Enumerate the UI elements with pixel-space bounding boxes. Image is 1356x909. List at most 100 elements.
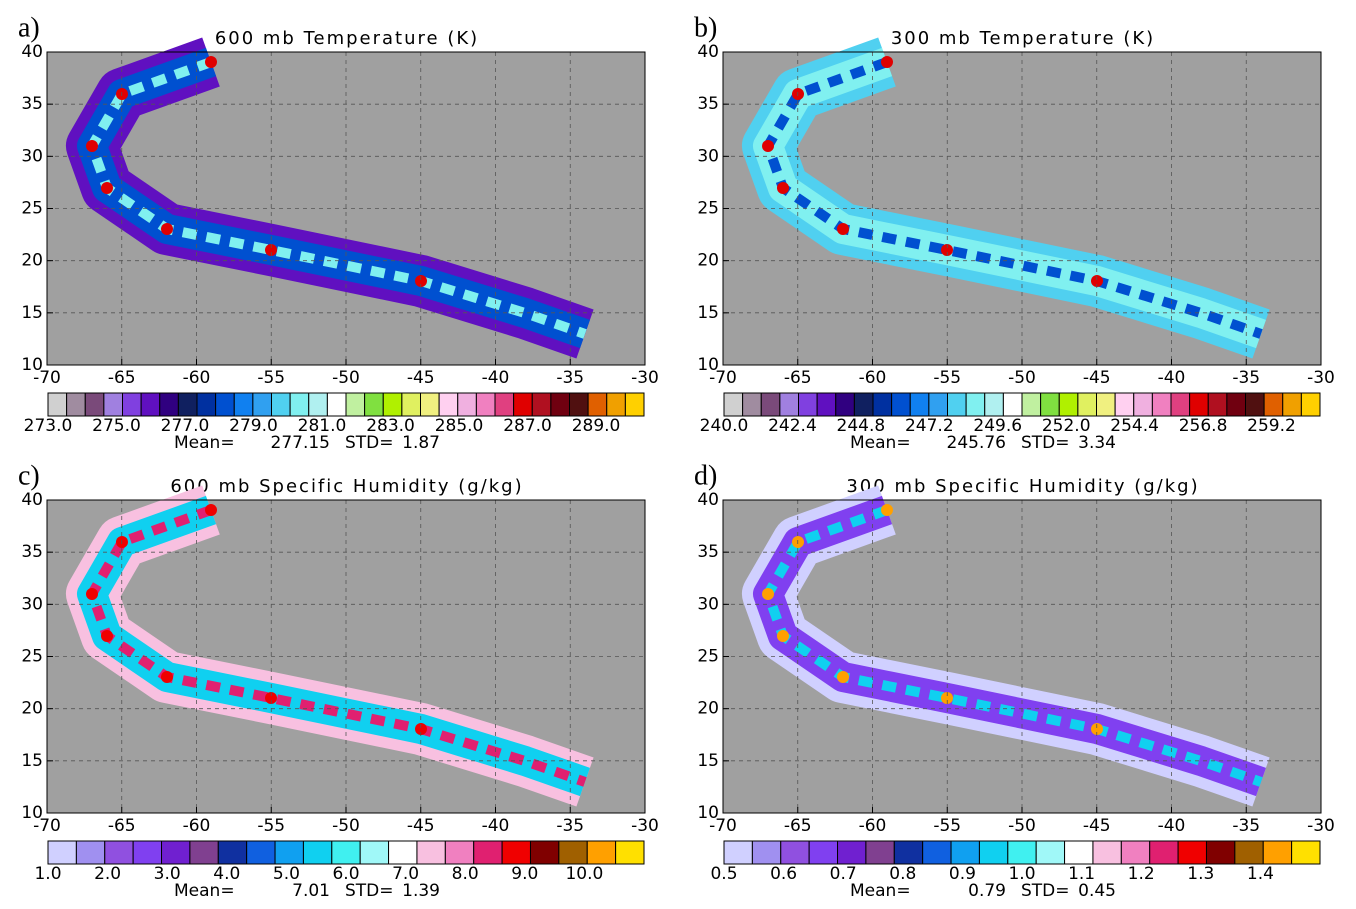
colorbar-label: 254.4 [1110, 416, 1159, 436]
x-tick-label: -50 [1008, 816, 1036, 836]
y-tick-label: 15 [697, 303, 719, 323]
colorbar-box [872, 392, 893, 417]
colorbar-box [723, 840, 753, 865]
y-tick-label: 40 [21, 490, 43, 510]
x-tick-label: -55 [257, 816, 285, 836]
storm-eye [265, 692, 277, 704]
colorbar-box [742, 392, 762, 417]
colorbar-box [289, 392, 310, 417]
colorbar-box [1189, 392, 1209, 417]
colorbar-box [1234, 840, 1264, 865]
colorbar-label: 1.0 [34, 864, 61, 884]
colorbar-label: 289.0 [572, 416, 621, 436]
colorbar-box [1207, 392, 1228, 417]
y-tick-label: 25 [697, 647, 719, 667]
std-value: 3.34 [1078, 433, 1116, 453]
y-tick-label: 20 [697, 699, 719, 719]
colorbar-box [359, 840, 390, 865]
colorbar-box [308, 392, 328, 417]
colorbar-label: 10.0 [565, 864, 603, 884]
colorbar-box [529, 840, 560, 865]
colorbar-box [853, 392, 874, 417]
colorbar-box [401, 392, 421, 417]
colorbar-box [587, 392, 608, 417]
colorbar-box [984, 392, 1004, 417]
colorbar-box [865, 840, 895, 865]
colorbar-box [1263, 392, 1284, 417]
colorbar-box [1058, 392, 1079, 417]
x-tick-label: -35 [1232, 368, 1260, 388]
mean-label: Mean= [850, 881, 911, 901]
colorbar-box [416, 840, 446, 865]
colorbar-box [760, 392, 781, 417]
x-tick-label: -65 [108, 816, 136, 836]
colorbar-box [140, 392, 161, 417]
y-tick-label: 30 [697, 146, 719, 166]
colorbar-box [104, 840, 134, 865]
colorbar-label: 6.0 [332, 864, 359, 884]
y-tick-label: 10 [697, 803, 719, 823]
colorbar-box [837, 840, 867, 865]
colorbar-label: 0.6 [770, 864, 797, 884]
colorbar-label: 283.0 [366, 416, 415, 436]
storm-eye [1091, 723, 1103, 735]
colorbar-box [808, 840, 839, 865]
colorbar-box [965, 392, 986, 417]
storm-eye [265, 244, 277, 256]
colorbar-box [444, 840, 475, 865]
colorbar-label: 279.0 [229, 416, 278, 436]
colorbar-label: 275.0 [92, 416, 141, 436]
colorbar-box [189, 840, 219, 865]
x-tick-label: -65 [784, 816, 812, 836]
x-tick-label: -70 [33, 816, 61, 836]
colorbar-box [624, 392, 645, 417]
storm-eye [161, 223, 173, 235]
x-tick-label: -50 [332, 816, 360, 836]
y-tick-label: 30 [697, 594, 719, 614]
colorbar-box [161, 840, 191, 865]
colorbar-box [513, 392, 533, 417]
colorbar-label: 240.0 [700, 416, 749, 436]
colorbar-box [215, 392, 235, 417]
colorbar-box [326, 392, 347, 417]
colorbar-box [558, 840, 588, 865]
colorbar-box [457, 392, 477, 417]
colorbar-box [1151, 392, 1172, 417]
colorbar-label: 249.6 [973, 416, 1022, 436]
y-tick-label: 20 [697, 251, 719, 271]
colorbar-box [159, 392, 179, 417]
x-tick-label: -70 [33, 368, 61, 388]
colorbar-box [364, 392, 384, 417]
colorbar-label: 273.0 [24, 416, 73, 436]
storm-eye [837, 671, 849, 683]
y-tick-label: 20 [21, 251, 43, 271]
panel-title: 300 mb Specific Humidity (g/kg) [846, 476, 1199, 497]
colorbar-box [798, 392, 818, 417]
storm-eye [777, 630, 789, 642]
std-value: 1.87 [402, 433, 440, 453]
colorbar-label: 1.0 [1008, 864, 1035, 884]
panel-title: 300 mb Temperature (K) [891, 28, 1155, 49]
colorbar-box [66, 392, 86, 417]
y-tick-label: 25 [697, 199, 719, 219]
panel-label: c) [18, 460, 40, 491]
std-label: STD= [1021, 881, 1070, 901]
colorbar-label: 4.0 [213, 864, 240, 884]
colorbar-box [84, 392, 105, 417]
colorbar-label: 3.0 [154, 864, 181, 884]
colorbar-label: 0.5 [710, 864, 737, 884]
x-tick-label: -30 [1307, 368, 1335, 388]
x-tick-label: -70 [709, 816, 737, 836]
storm-eye [86, 140, 98, 152]
storm-eye [161, 671, 173, 683]
mean-label: Mean= [174, 881, 235, 901]
panel-label: d) [694, 460, 717, 491]
colorbar-box [1282, 392, 1302, 417]
colorbar-box [1291, 840, 1321, 865]
colorbar-box [893, 840, 924, 865]
colorbar-label: 8.0 [452, 864, 479, 884]
x-tick-label: -55 [257, 368, 285, 388]
colorbar-box [891, 392, 911, 417]
plot-frame [722, 51, 1322, 366]
colorbar-box [1120, 840, 1151, 865]
